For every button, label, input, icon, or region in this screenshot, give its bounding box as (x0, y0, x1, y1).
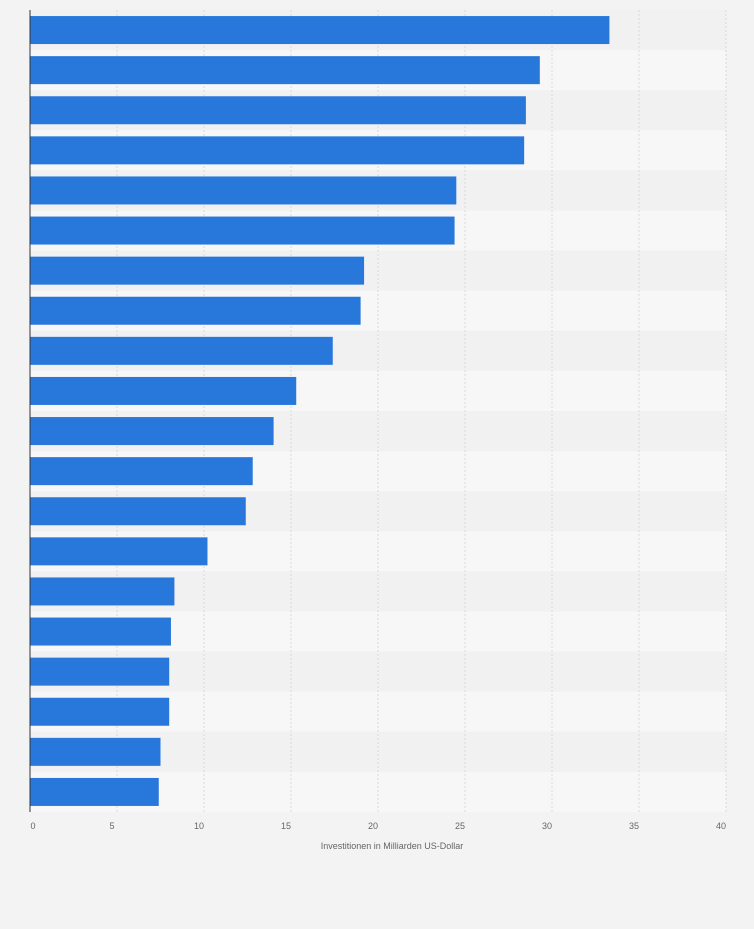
x-axis-title: Investitionen in Milliarden US-Dollar (321, 841, 464, 851)
x-tick-label: 20 (368, 821, 378, 831)
bars (30, 16, 610, 806)
bar-16 (30, 617, 171, 646)
bar-15 (30, 577, 175, 606)
bar-13 (30, 497, 246, 526)
bar-9 (30, 336, 333, 365)
x-tick-label: 15 (281, 821, 291, 831)
bar-18 (30, 697, 170, 726)
x-tick-label: 5 (109, 821, 114, 831)
bar-5 (30, 176, 457, 205)
bar-6 (30, 216, 455, 245)
bar-10 (30, 376, 297, 405)
bar-1 (30, 16, 610, 45)
bar-19 (30, 737, 161, 766)
x-tick-label: 10 (194, 821, 204, 831)
bar-7 (30, 256, 365, 285)
bar-4 (30, 136, 525, 165)
bar-8 (30, 296, 361, 325)
bar-17 (30, 657, 170, 686)
x-tick-label: 30 (542, 821, 552, 831)
bar-11 (30, 417, 274, 446)
x-axis-ticks: 0 5 10 15 20 25 30 35 40 (30, 821, 726, 831)
x-tick-label: 40 (716, 821, 726, 831)
bar-14 (30, 537, 208, 566)
x-tick-label: 0 (30, 821, 35, 831)
bar-20 (30, 777, 159, 806)
bar-12 (30, 457, 253, 486)
x-tick-label: 35 (629, 821, 639, 831)
bar-3 (30, 96, 526, 125)
x-tick-label: 25 (455, 821, 465, 831)
bar-2 (30, 56, 540, 85)
